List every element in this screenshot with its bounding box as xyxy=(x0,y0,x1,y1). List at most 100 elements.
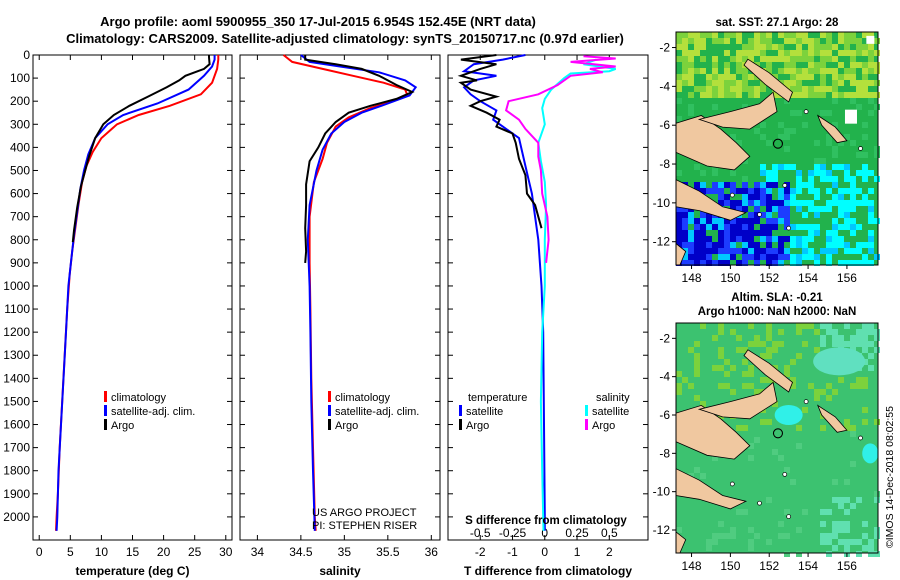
map-field-cell xyxy=(742,68,748,74)
map-field-cell xyxy=(694,224,700,230)
map-field-cell xyxy=(718,323,724,329)
map-field-cell xyxy=(838,497,844,503)
map-field-cell xyxy=(826,551,832,557)
map-field-cell xyxy=(820,68,826,74)
map-field-cell xyxy=(868,212,874,218)
map-field-cell xyxy=(718,74,724,80)
map-field-cell xyxy=(862,62,868,68)
map-field-cell xyxy=(862,200,868,206)
map-field-cell xyxy=(856,200,862,206)
map-field-cell xyxy=(868,236,874,242)
map-ytick-label: -2 xyxy=(659,331,670,345)
map-field-cell xyxy=(712,218,718,224)
map-field-cell xyxy=(820,44,826,50)
map-field-cell xyxy=(826,176,832,182)
map-field-cell xyxy=(856,104,862,110)
map-field-cell xyxy=(832,74,838,80)
temperature-series-satellite xyxy=(55,55,216,531)
map-field-cell xyxy=(820,176,826,182)
map-field-cell xyxy=(736,248,742,254)
salinity-frame xyxy=(239,54,441,541)
map-field-cell xyxy=(844,164,850,170)
map-field-cell xyxy=(874,62,880,68)
map-field-cell xyxy=(820,533,826,539)
map-field-cell xyxy=(796,551,802,557)
map-field-cell xyxy=(850,383,856,389)
map-field-cell xyxy=(796,38,802,44)
map-field-cell xyxy=(682,68,688,74)
map-field-cell xyxy=(808,188,814,194)
map-field-cell xyxy=(748,323,754,329)
legend-swatch-sal-argo xyxy=(585,419,588,430)
map-field-cell xyxy=(814,224,820,230)
island-marker xyxy=(858,146,863,151)
map-field-cell xyxy=(730,329,736,335)
map-field-cell xyxy=(796,443,802,449)
map-field-cell xyxy=(772,347,778,353)
map-field-cell xyxy=(712,104,718,110)
map-field-cell xyxy=(682,230,688,236)
map-field-cell xyxy=(676,74,682,80)
map-field-cell xyxy=(856,539,862,545)
map-xtick-label: 152 xyxy=(759,559,779,573)
map-field-cell xyxy=(748,92,754,98)
map-field-cell xyxy=(820,80,826,86)
map-field-cell xyxy=(724,533,730,539)
map-field-cell xyxy=(682,260,688,266)
map-xtick-label: 152 xyxy=(759,271,779,285)
map-field-cell xyxy=(850,80,856,86)
map-field-cell xyxy=(832,335,838,341)
map-field-cell xyxy=(820,539,826,545)
map-field-cell xyxy=(700,170,706,176)
map-field-cell xyxy=(742,194,748,200)
map-field-cell xyxy=(796,200,802,206)
temp-diff-xtick-label: -1 xyxy=(507,545,518,559)
difference-legend-temperature: temperature satellite Argo xyxy=(459,392,527,432)
map-field-cell xyxy=(838,377,844,383)
map-field-cell xyxy=(814,212,820,218)
map-field-cell xyxy=(856,92,862,98)
map-field-cell xyxy=(724,182,730,188)
map-field-cell xyxy=(676,224,682,230)
map-field-cell xyxy=(748,443,754,449)
depth-tick-label: 1200 xyxy=(3,325,30,339)
map-field-cell xyxy=(760,80,766,86)
map-field-cell xyxy=(682,212,688,218)
map-field-cell xyxy=(850,140,856,146)
difference-series-sal_satellite xyxy=(537,58,617,531)
depth-tick-label: 300 xyxy=(10,117,30,131)
map-field-cell xyxy=(694,371,700,377)
map-field-cell xyxy=(790,86,796,92)
map-field-cell xyxy=(712,533,718,539)
map-field-cell xyxy=(718,521,724,527)
map-field-cell xyxy=(766,218,772,224)
map-field-cell xyxy=(748,341,754,347)
map-field-cell xyxy=(832,224,838,230)
map-field-cell xyxy=(742,176,748,182)
map-field-cell xyxy=(862,323,868,329)
map-field-cell xyxy=(724,230,730,236)
map-field-cell xyxy=(736,50,742,56)
map-field-cell xyxy=(730,230,736,236)
legend-label-temp-argo: Argo xyxy=(466,420,489,432)
map-field-cell xyxy=(832,341,838,347)
sla-map-title: Altim. SLA: -0.21 xyxy=(731,292,823,304)
map-field-cell xyxy=(724,248,730,254)
map-field-cell xyxy=(766,62,772,68)
map-field-cell xyxy=(814,44,820,50)
map-field-cell xyxy=(796,68,802,74)
depth-tick-label: 2000 xyxy=(3,510,30,524)
map-field-cell xyxy=(784,194,790,200)
map-field-cell xyxy=(784,68,790,74)
map-field-cell xyxy=(712,32,718,38)
map-field-cell xyxy=(730,32,736,38)
map-ytick-label: -8 xyxy=(659,157,670,171)
map-field-cell xyxy=(676,230,682,236)
map-field-cell xyxy=(682,44,688,50)
map-field-cell xyxy=(748,188,754,194)
map-field-cell xyxy=(724,236,730,242)
map-field-cell xyxy=(712,224,718,230)
map-field-cell xyxy=(784,62,790,68)
map-field-cell xyxy=(838,224,844,230)
temperature-xtick-label: 30 xyxy=(219,545,233,559)
